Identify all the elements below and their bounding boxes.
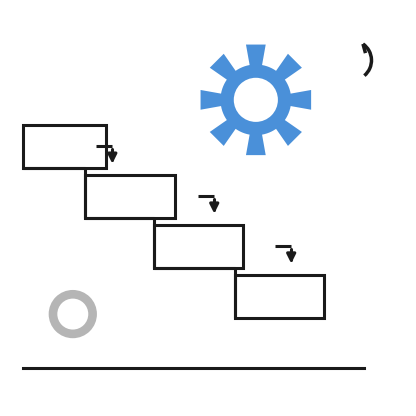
Bar [23,125,106,168]
Circle shape [236,80,276,120]
Bar [235,275,324,318]
Polygon shape [201,45,311,155]
Circle shape [49,290,97,338]
Circle shape [59,300,87,328]
Bar [85,175,175,218]
Bar [154,225,243,268]
